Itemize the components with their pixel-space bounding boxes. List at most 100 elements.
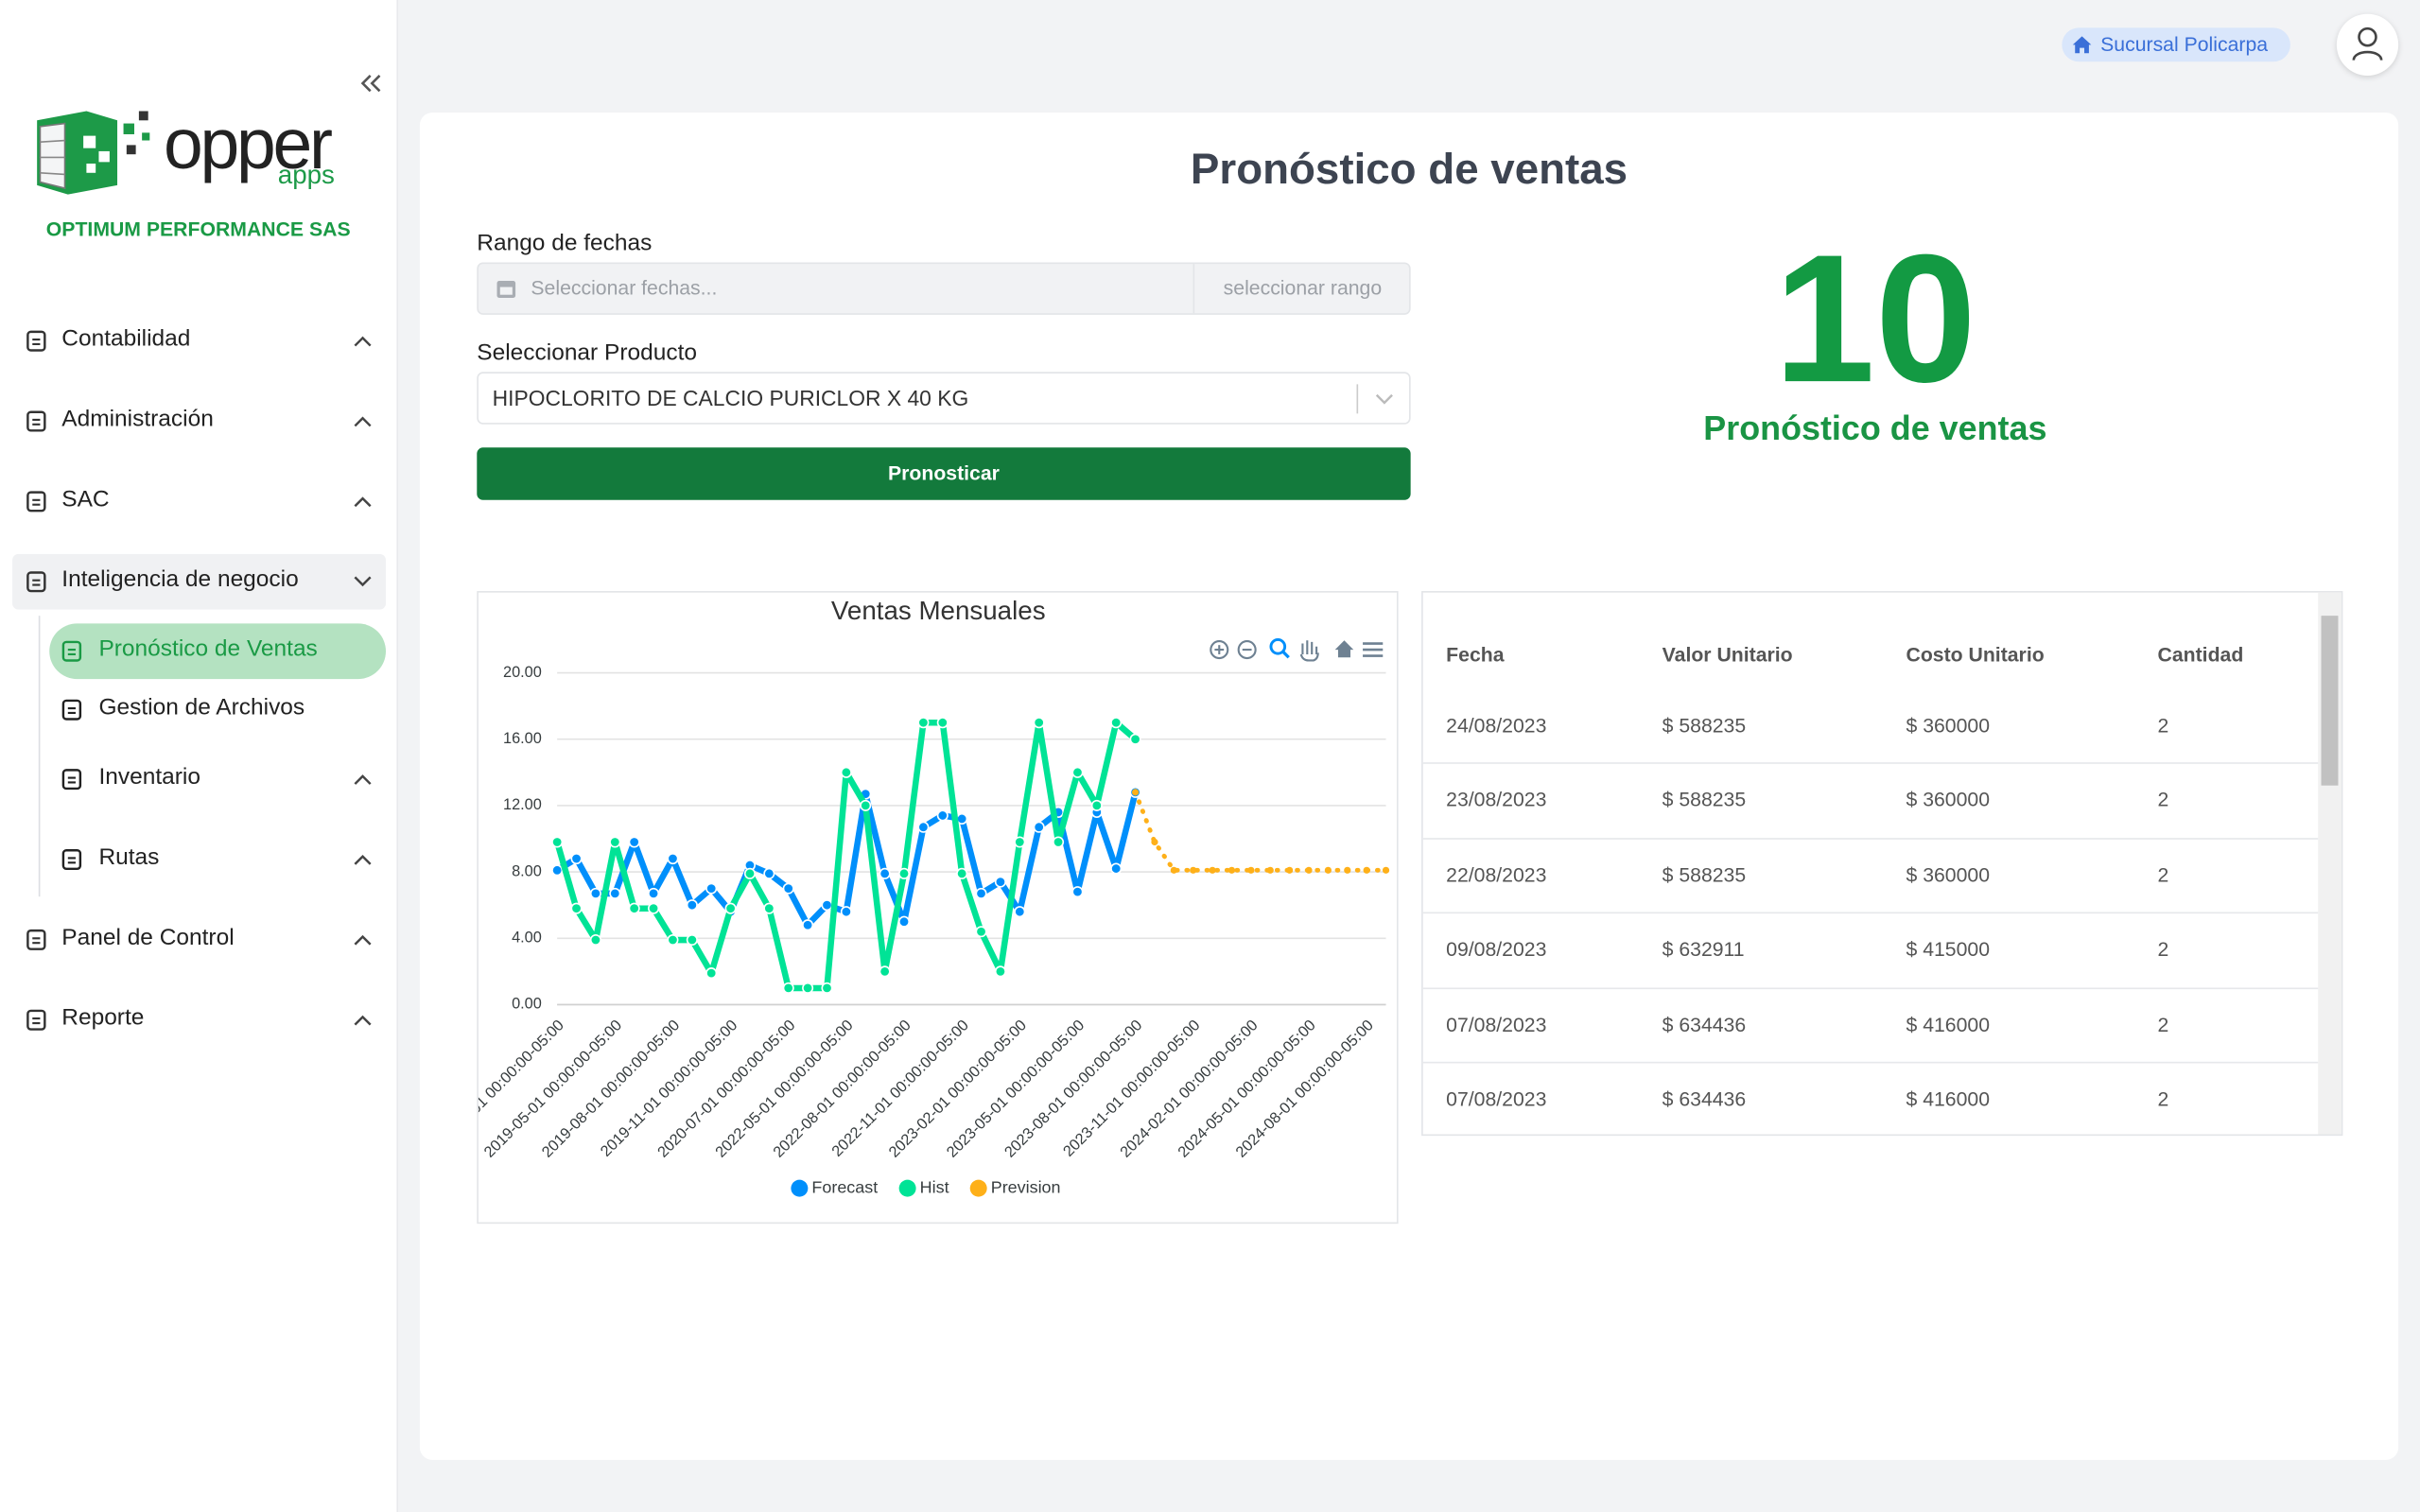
data-point bbox=[821, 982, 833, 994]
chevron-icon[interactable] bbox=[352, 574, 374, 589]
data-point bbox=[1071, 766, 1084, 778]
select-chevron bbox=[1375, 393, 1393, 405]
date-label: Rango de fechas bbox=[477, 230, 653, 256]
date-input[interactable]: Seleccionar fechas... seleccionar rango bbox=[477, 262, 1411, 315]
y-tick-label: 16.00 bbox=[503, 730, 542, 747]
y-tick-label: 20.00 bbox=[503, 664, 542, 681]
chevron-icon[interactable] bbox=[352, 932, 374, 947]
legend-marker bbox=[969, 1179, 987, 1197]
data-point bbox=[782, 982, 794, 994]
logo-sub: apps bbox=[277, 160, 335, 190]
legend-marker bbox=[898, 1179, 916, 1197]
submenu-active-bg bbox=[49, 623, 386, 680]
column-header: Fecha bbox=[1446, 642, 1505, 667]
data-point bbox=[1053, 836, 1065, 848]
product-value: HIPOCLORITO DE CALCIO PURICLOR X 40 KG bbox=[492, 386, 969, 411]
menu-label[interactable]: Contabilidad bbox=[61, 325, 191, 353]
table-cell: $ 360000 bbox=[1906, 713, 1991, 738]
icon-shape bbox=[26, 571, 46, 593]
y-tick-label: 8.00 bbox=[512, 862, 542, 879]
menu-icon bbox=[26, 1009, 46, 1031]
kpi-value: 10 bbox=[1773, 217, 1976, 422]
menu-label[interactable]: Inteligencia de negocio bbox=[61, 565, 299, 593]
data-point bbox=[860, 799, 872, 811]
data-point bbox=[897, 867, 911, 879]
submenu-label[interactable]: Rutas bbox=[98, 843, 160, 871]
pan-button[interactable] bbox=[1299, 640, 1319, 662]
series-line bbox=[553, 720, 1139, 992]
data-point bbox=[994, 965, 1006, 978]
menu-label[interactable]: Panel de Control bbox=[61, 924, 235, 951]
legend-label: Hist bbox=[920, 1177, 949, 1196]
data-point bbox=[821, 899, 833, 912]
data-point bbox=[879, 965, 891, 978]
data-point bbox=[570, 902, 583, 914]
table-cell: $ 588235 bbox=[1662, 788, 1747, 812]
menu-button[interactable] bbox=[1363, 642, 1384, 657]
zoom-button[interactable] bbox=[1269, 637, 1290, 659]
data-point bbox=[1129, 733, 1141, 745]
menu-label[interactable]: Administración bbox=[61, 406, 214, 432]
icon-shape bbox=[61, 849, 82, 871]
branch-badge[interactable]: Sucursal Policarpa bbox=[2062, 27, 2290, 62]
data-point bbox=[975, 887, 987, 899]
sidebar: opper apps OPTIMUM PERFORMANCE SAS Conta… bbox=[0, 0, 399, 1512]
zoom-in-button[interactable] bbox=[1210, 640, 1229, 660]
data-point bbox=[551, 864, 564, 877]
data-point bbox=[667, 853, 679, 865]
scrollbar-thumb[interactable] bbox=[2321, 616, 2339, 786]
y-tick-label: 4.00 bbox=[512, 930, 542, 947]
data-point bbox=[570, 853, 583, 865]
data-point bbox=[802, 982, 814, 994]
column-header: Cantidad bbox=[2157, 642, 2244, 667]
zoom-out-button[interactable] bbox=[1237, 640, 1257, 660]
legend-label: Forecast bbox=[811, 1177, 878, 1196]
data-point bbox=[1033, 717, 1045, 729]
icon-shape bbox=[26, 330, 46, 352]
reset-button[interactable] bbox=[1334, 640, 1354, 658]
table-cell: 07/08/2023 bbox=[1446, 1086, 1547, 1111]
chevron-line bbox=[354, 416, 372, 427]
submenu-label[interactable]: Gestion de Archivos bbox=[98, 694, 305, 721]
data-point bbox=[936, 809, 949, 822]
data-point bbox=[1170, 866, 1177, 874]
data-point bbox=[1014, 836, 1026, 848]
row-separator bbox=[1422, 837, 2319, 840]
chevron-icon[interactable] bbox=[352, 334, 374, 349]
data-point bbox=[609, 887, 621, 899]
submenu-label[interactable]: Pronóstico de Ventas bbox=[98, 635, 318, 663]
column-header: Valor Unitario bbox=[1662, 642, 1793, 667]
chevron-icon[interactable] bbox=[352, 772, 374, 787]
legend-label: Prevision bbox=[991, 1177, 1061, 1196]
chevron-icon[interactable] bbox=[352, 852, 374, 867]
product-select[interactable]: HIPOCLORITO DE CALCIO PURICLOR X 40 KG bbox=[477, 372, 1411, 425]
chevron-icon[interactable] bbox=[352, 413, 374, 428]
data-point bbox=[648, 887, 660, 899]
icon-shape bbox=[61, 769, 82, 791]
product-label: Seleccionar Producto bbox=[477, 339, 698, 366]
menu-label[interactable]: Reporte bbox=[61, 1004, 145, 1032]
data-point bbox=[589, 887, 601, 899]
submenu-label[interactable]: Inventario bbox=[98, 763, 200, 791]
chevron-icon[interactable] bbox=[352, 494, 374, 509]
icon-shape bbox=[26, 929, 46, 950]
chevron-line bbox=[354, 934, 372, 946]
data-point bbox=[782, 882, 794, 895]
table-cell: $ 634436 bbox=[1662, 1086, 1747, 1111]
forecast-button[interactable]: Pronosticar bbox=[477, 447, 1411, 500]
data-point bbox=[686, 899, 698, 912]
data-point bbox=[589, 933, 601, 947]
user-avatar[interactable] bbox=[2336, 13, 2399, 76]
menu-label[interactable]: SAC bbox=[61, 486, 110, 513]
data-point bbox=[667, 933, 679, 947]
chevron-icon[interactable] bbox=[352, 1013, 374, 1028]
collapse-button[interactable] bbox=[358, 73, 383, 95]
data-point bbox=[628, 902, 640, 914]
chart-toolbar bbox=[1210, 637, 1384, 662]
icon-shape bbox=[1299, 640, 1319, 662]
data-point bbox=[1286, 866, 1294, 874]
date-placeholder: Seleccionar fechas... bbox=[531, 276, 718, 300]
branch-name: Sucursal Policarpa bbox=[2100, 32, 2269, 56]
date-range-button[interactable]: seleccionar rango bbox=[1193, 264, 1411, 314]
user-icon bbox=[2352, 26, 2383, 61]
